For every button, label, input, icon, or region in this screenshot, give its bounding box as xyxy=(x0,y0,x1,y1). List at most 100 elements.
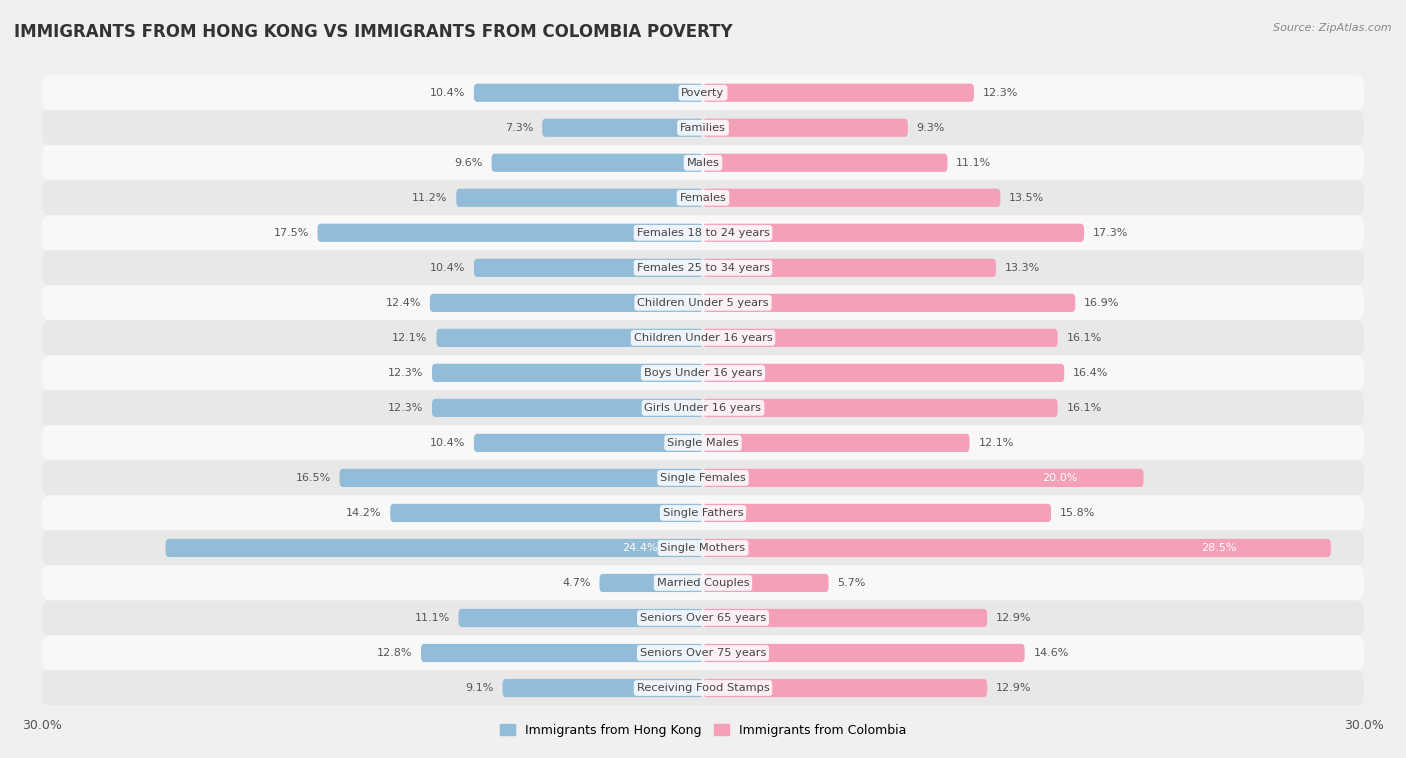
FancyBboxPatch shape xyxy=(339,468,703,487)
Text: IMMIGRANTS FROM HONG KONG VS IMMIGRANTS FROM COLOMBIA POVERTY: IMMIGRANTS FROM HONG KONG VS IMMIGRANTS … xyxy=(14,23,733,41)
Text: 20.0%: 20.0% xyxy=(1042,473,1077,483)
FancyBboxPatch shape xyxy=(42,600,1364,635)
FancyBboxPatch shape xyxy=(42,565,1364,600)
Text: 13.5%: 13.5% xyxy=(1010,193,1045,203)
FancyBboxPatch shape xyxy=(42,635,1364,671)
FancyBboxPatch shape xyxy=(42,390,1364,425)
FancyBboxPatch shape xyxy=(703,679,987,697)
Text: Source: ZipAtlas.com: Source: ZipAtlas.com xyxy=(1274,23,1392,33)
FancyBboxPatch shape xyxy=(703,189,1001,207)
FancyBboxPatch shape xyxy=(42,671,1364,706)
Text: Males: Males xyxy=(686,158,720,168)
FancyBboxPatch shape xyxy=(703,609,987,627)
Text: Children Under 5 years: Children Under 5 years xyxy=(637,298,769,308)
Text: 12.3%: 12.3% xyxy=(388,368,423,377)
Text: 12.9%: 12.9% xyxy=(995,613,1032,623)
Text: 10.4%: 10.4% xyxy=(430,438,465,448)
Text: 14.6%: 14.6% xyxy=(1033,648,1069,658)
Text: Receiving Food Stamps: Receiving Food Stamps xyxy=(637,683,769,693)
Text: Boys Under 16 years: Boys Under 16 years xyxy=(644,368,762,377)
Text: 7.3%: 7.3% xyxy=(505,123,533,133)
Text: Females: Females xyxy=(679,193,727,203)
Text: 12.8%: 12.8% xyxy=(377,648,412,658)
Text: 15.8%: 15.8% xyxy=(1060,508,1095,518)
Text: 11.1%: 11.1% xyxy=(415,613,450,623)
Text: Married Couples: Married Couples xyxy=(657,578,749,588)
FancyBboxPatch shape xyxy=(42,285,1364,321)
Text: 16.4%: 16.4% xyxy=(1073,368,1108,377)
Text: 5.7%: 5.7% xyxy=(838,578,866,588)
FancyBboxPatch shape xyxy=(703,468,1143,487)
Text: 10.4%: 10.4% xyxy=(430,263,465,273)
FancyBboxPatch shape xyxy=(42,110,1364,146)
Text: Seniors Over 75 years: Seniors Over 75 years xyxy=(640,648,766,658)
Text: 14.2%: 14.2% xyxy=(346,508,381,518)
FancyBboxPatch shape xyxy=(703,294,1076,312)
FancyBboxPatch shape xyxy=(703,119,908,137)
Text: 16.9%: 16.9% xyxy=(1084,298,1119,308)
Legend: Immigrants from Hong Kong, Immigrants from Colombia: Immigrants from Hong Kong, Immigrants fr… xyxy=(495,719,911,742)
Text: Single Females: Single Females xyxy=(661,473,745,483)
FancyBboxPatch shape xyxy=(430,294,703,312)
FancyBboxPatch shape xyxy=(599,574,703,592)
FancyBboxPatch shape xyxy=(703,224,1084,242)
Text: Seniors Over 65 years: Seniors Over 65 years xyxy=(640,613,766,623)
FancyBboxPatch shape xyxy=(318,224,703,242)
Text: 12.3%: 12.3% xyxy=(983,88,1018,98)
Text: 9.1%: 9.1% xyxy=(465,683,494,693)
Text: Single Fathers: Single Fathers xyxy=(662,508,744,518)
Text: 28.5%: 28.5% xyxy=(1201,543,1237,553)
FancyBboxPatch shape xyxy=(474,83,703,102)
FancyBboxPatch shape xyxy=(391,504,703,522)
FancyBboxPatch shape xyxy=(42,215,1364,250)
FancyBboxPatch shape xyxy=(42,531,1364,565)
Text: 9.3%: 9.3% xyxy=(917,123,945,133)
Text: Families: Families xyxy=(681,123,725,133)
FancyBboxPatch shape xyxy=(42,250,1364,285)
FancyBboxPatch shape xyxy=(42,321,1364,356)
FancyBboxPatch shape xyxy=(703,154,948,172)
FancyBboxPatch shape xyxy=(42,75,1364,110)
Text: 16.1%: 16.1% xyxy=(1066,403,1102,413)
Text: 24.4%: 24.4% xyxy=(623,543,658,553)
FancyBboxPatch shape xyxy=(502,679,703,697)
Text: 12.1%: 12.1% xyxy=(979,438,1014,448)
Text: 10.4%: 10.4% xyxy=(430,88,465,98)
Text: 12.4%: 12.4% xyxy=(385,298,420,308)
FancyBboxPatch shape xyxy=(543,119,703,137)
Text: Females 18 to 24 years: Females 18 to 24 years xyxy=(637,228,769,238)
FancyBboxPatch shape xyxy=(703,574,828,592)
Text: 13.3%: 13.3% xyxy=(1005,263,1040,273)
Text: 16.1%: 16.1% xyxy=(1066,333,1102,343)
Text: 17.3%: 17.3% xyxy=(1092,228,1128,238)
FancyBboxPatch shape xyxy=(42,180,1364,215)
Text: 16.5%: 16.5% xyxy=(295,473,330,483)
FancyBboxPatch shape xyxy=(42,425,1364,460)
FancyBboxPatch shape xyxy=(703,399,1057,417)
FancyBboxPatch shape xyxy=(492,154,703,172)
Text: 9.6%: 9.6% xyxy=(454,158,482,168)
Text: Children Under 16 years: Children Under 16 years xyxy=(634,333,772,343)
FancyBboxPatch shape xyxy=(703,258,995,277)
FancyBboxPatch shape xyxy=(703,644,1025,662)
FancyBboxPatch shape xyxy=(458,609,703,627)
FancyBboxPatch shape xyxy=(703,504,1052,522)
Text: 12.9%: 12.9% xyxy=(995,683,1032,693)
FancyBboxPatch shape xyxy=(420,644,703,662)
FancyBboxPatch shape xyxy=(474,258,703,277)
FancyBboxPatch shape xyxy=(703,434,970,452)
Text: Single Males: Single Males xyxy=(666,438,740,448)
FancyBboxPatch shape xyxy=(42,146,1364,180)
Text: Single Mothers: Single Mothers xyxy=(661,543,745,553)
FancyBboxPatch shape xyxy=(703,539,1330,557)
Text: 17.5%: 17.5% xyxy=(273,228,309,238)
Text: Females 25 to 34 years: Females 25 to 34 years xyxy=(637,263,769,273)
FancyBboxPatch shape xyxy=(42,460,1364,496)
FancyBboxPatch shape xyxy=(703,329,1057,347)
FancyBboxPatch shape xyxy=(457,189,703,207)
Text: 11.1%: 11.1% xyxy=(956,158,991,168)
Text: 12.3%: 12.3% xyxy=(388,403,423,413)
Text: Poverty: Poverty xyxy=(682,88,724,98)
FancyBboxPatch shape xyxy=(432,364,703,382)
FancyBboxPatch shape xyxy=(42,496,1364,531)
